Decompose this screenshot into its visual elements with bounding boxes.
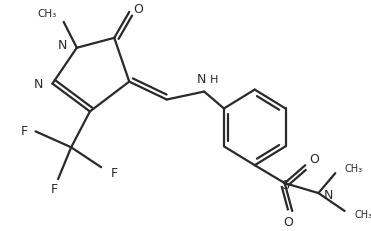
Text: N: N <box>197 73 206 86</box>
Text: O: O <box>310 153 319 166</box>
Text: N: N <box>324 188 334 202</box>
Text: CH₃: CH₃ <box>345 164 363 174</box>
Text: N: N <box>58 39 68 52</box>
Text: H: H <box>210 75 218 85</box>
Text: N: N <box>34 78 43 91</box>
Text: O: O <box>134 3 144 16</box>
Text: CH₃: CH₃ <box>37 9 56 19</box>
Text: F: F <box>21 125 28 138</box>
Text: F: F <box>111 167 118 180</box>
Text: O: O <box>283 216 293 229</box>
Text: F: F <box>51 182 58 196</box>
Text: CH₃: CH₃ <box>354 210 371 220</box>
Text: S: S <box>281 179 289 191</box>
